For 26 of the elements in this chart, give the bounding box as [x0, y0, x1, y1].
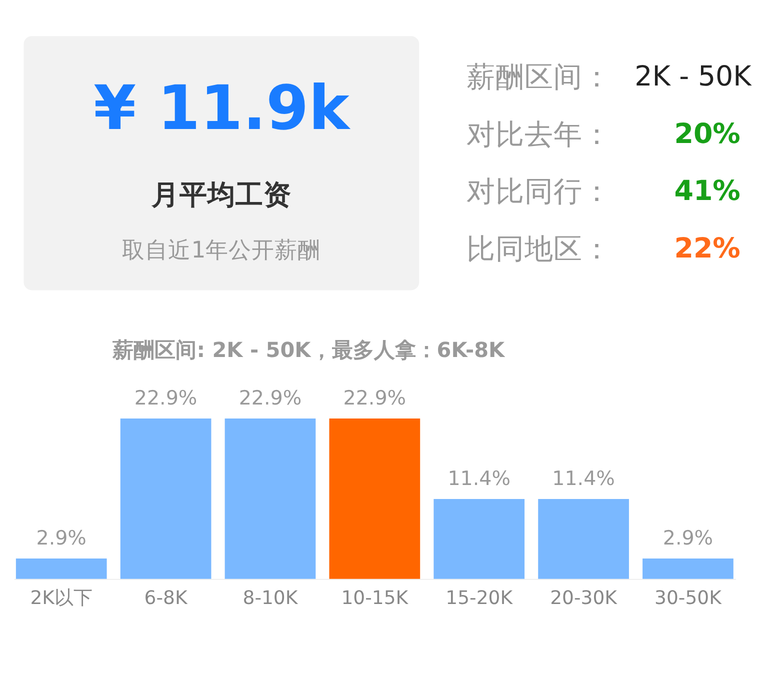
data-label: 11.4% — [448, 467, 510, 490]
data-label: 2.9% — [662, 526, 714, 550]
x-tick-label: 30-50K — [654, 588, 722, 610]
text: 22% — [674, 232, 740, 265]
chart-title: 薪酬区间: 2K - 50K，最多人拿：6K-8K — [112, 338, 506, 362]
data-label: 2.9% — [36, 526, 86, 550]
text: 月平均工资 — [150, 178, 292, 212]
text: ¥ 11.9k — [93, 73, 351, 144]
x-tick-label: 2K以下 — [30, 588, 92, 610]
text: 对比同行： — [466, 174, 612, 208]
text: 41% — [674, 174, 740, 208]
text: 比同地区： — [466, 232, 612, 266]
text: 20% — [674, 116, 740, 150]
x-tick-label: 6-8K — [144, 588, 188, 610]
text: 2K - 50K — [634, 60, 752, 93]
data-label: 22.9% — [134, 386, 198, 410]
text: 对比去年： — [466, 116, 612, 151]
x-tick-label: 20-30K — [550, 588, 618, 610]
x-tick-label: 15-20K — [446, 588, 514, 610]
text: 取自近1年公开薪酬 — [122, 238, 321, 264]
data-label: 22.9% — [343, 386, 406, 410]
x-tick-label: 8-10K — [242, 588, 298, 610]
text: 薪酬区间： — [466, 60, 612, 94]
data-label: 22.9% — [238, 386, 302, 410]
data-label: 11.4% — [552, 467, 615, 490]
x-tick-label: 10-15K — [341, 588, 409, 610]
